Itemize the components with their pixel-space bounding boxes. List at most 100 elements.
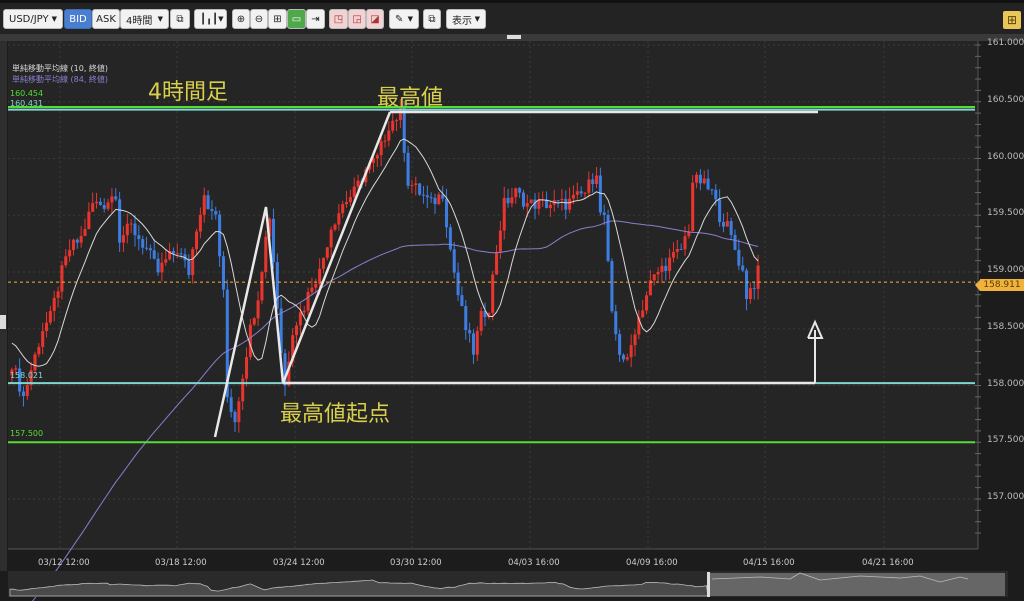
candle: [175, 253, 179, 255]
pen-select[interactable]: ✎ ▼: [389, 9, 419, 29]
candle: [718, 199, 722, 223]
candle: [441, 194, 445, 199]
candle: [556, 200, 560, 202]
candle: [568, 198, 572, 210]
display-menu[interactable]: 表示 ▼: [446, 9, 486, 29]
fit-icon: ⊞: [273, 13, 282, 25]
pen-icon: ✎: [395, 13, 404, 25]
left-scroll-handle[interactable]: [0, 315, 6, 329]
candle: [348, 197, 352, 203]
candle: [337, 213, 341, 225]
top-scroll-handle[interactable]: [507, 35, 521, 39]
ask-button[interactable]: ASK: [92, 9, 120, 29]
candle: [625, 357, 629, 360]
x-tick-label: 04/09 16:00: [626, 558, 678, 568]
candle: [725, 221, 729, 227]
candle: [745, 270, 749, 300]
candle: [114, 196, 118, 200]
add-drawing-button[interactable]: ◳: [329, 9, 348, 29]
candle: [241, 378, 245, 402]
candle: [98, 201, 102, 205]
candle: [498, 230, 502, 252]
trend-line: [213, 206, 285, 438]
candle: [391, 120, 395, 131]
duplicate-button[interactable]: ⧉: [170, 9, 190, 29]
candle: [606, 214, 610, 261]
zoom-in-button[interactable]: ⊕: [232, 9, 250, 29]
candle: [75, 239, 79, 243]
candle: [321, 257, 325, 269]
candle: [571, 194, 575, 199]
candle: [37, 346, 41, 355]
candle: [510, 197, 514, 204]
candle: [591, 179, 595, 185]
candle: [71, 239, 75, 251]
candle: [383, 140, 387, 142]
candle: [275, 262, 279, 309]
candle: [195, 231, 199, 250]
timeframe-value: 4時間: [126, 15, 153, 27]
delete-drawing-button[interactable]: ◪: [366, 9, 384, 29]
x-tick-label: 03/24 12:00: [273, 558, 325, 568]
ma10-line: [11, 138, 759, 367]
chevron-down-icon: ▼: [51, 15, 57, 23]
candle: [221, 256, 225, 290]
candle: [83, 229, 87, 236]
screenshot-button[interactable]: ⧉: [423, 9, 441, 29]
candle: [533, 199, 537, 209]
timeframe-select[interactable]: 4時間 ▼: [120, 9, 169, 29]
candle: [398, 107, 402, 121]
chart-type-select[interactable]: ┃╻┃ ▼: [194, 9, 227, 29]
top-scrollbar[interactable]: [0, 34, 1024, 41]
grid-button[interactable]: ⊞: [1003, 11, 1021, 29]
x-tick-label: 03/30 12:00: [390, 558, 442, 568]
fit-button[interactable]: ⊞: [268, 9, 287, 29]
candle: [21, 391, 25, 397]
zoom-in-icon: ⊕: [236, 13, 246, 25]
left-scrollbar[interactable]: [0, 41, 7, 571]
candle: [218, 214, 222, 257]
candle: [621, 354, 625, 360]
bid-button[interactable]: BID: [64, 9, 92, 29]
candle: [418, 183, 422, 195]
candle: [252, 318, 256, 325]
candle: [448, 227, 452, 250]
candle: [521, 192, 525, 207]
candle: [18, 368, 22, 392]
candle: [225, 289, 229, 398]
candle: [756, 265, 760, 289]
candle: [514, 188, 518, 198]
candle: [145, 247, 149, 249]
arrow-up-icon: [807, 319, 824, 339]
candle: [410, 185, 414, 187]
symbol-select[interactable]: USD/JPY ▼: [3, 9, 63, 29]
candle: [137, 235, 141, 240]
candle: [102, 204, 106, 209]
candle: [291, 335, 295, 362]
zoom-out-button[interactable]: ⊖: [250, 9, 268, 29]
candle: [352, 186, 356, 198]
candle: [668, 257, 672, 271]
candle: [33, 354, 37, 371]
y-tick-label: 159.000: [987, 265, 1024, 275]
scroll-fit-button[interactable]: ▭: [287, 9, 306, 29]
goto-latest-button[interactable]: ⇥: [306, 9, 325, 29]
candle: [48, 310, 52, 323]
candle: [691, 182, 695, 231]
candle: [25, 384, 29, 397]
candle: [664, 265, 668, 271]
current-price-pointer: [975, 280, 980, 291]
annotation-high: 最高値: [377, 86, 444, 111]
candle: [341, 204, 345, 214]
scroll-fit-icon: ▭: [291, 13, 302, 25]
candle: [695, 174, 699, 183]
candle: [310, 287, 314, 293]
edit-drawing-button[interactable]: ◲: [348, 9, 366, 29]
candle: [733, 234, 737, 250]
grid-icon: ⊞: [1006, 13, 1018, 27]
navigator-series: [9, 579, 709, 597]
candle: [125, 223, 129, 236]
y-tick-label: 159.500: [987, 208, 1024, 219]
navigator-handle: [707, 572, 710, 597]
